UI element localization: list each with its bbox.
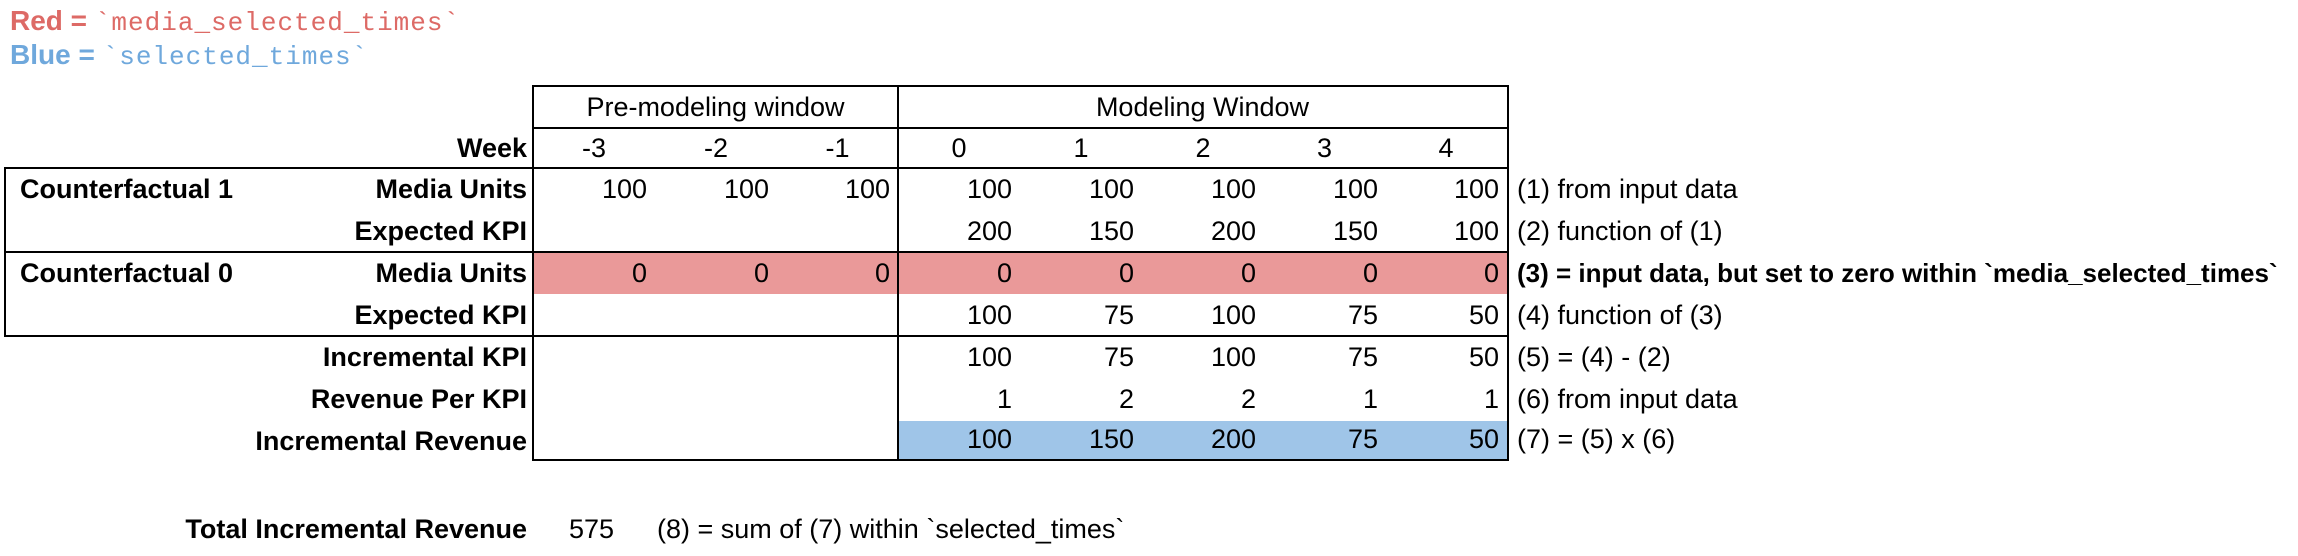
annotation-6: (6) from input data	[1517, 384, 1738, 414]
annotation-3: (3) = input data, but set to zero within…	[1517, 258, 2278, 288]
annotation-2: (2) function of (1)	[1517, 216, 1723, 246]
table-cell: 75	[1347, 300, 1378, 330]
legend-blue-code: `selected_times`	[102, 42, 369, 72]
week-row-label: Week	[456, 133, 527, 163]
week-header: 0	[951, 133, 967, 163]
table-cell: 100	[1453, 174, 1499, 204]
table-border	[4, 335, 1509, 337]
table-cell: 100	[1210, 300, 1256, 330]
table-cell: 150	[1088, 424, 1134, 454]
total-incremental-revenue-label: Total Incremental Revenue	[185, 514, 527, 544]
table-cell: 100	[1210, 174, 1256, 204]
table-cell: 0	[874, 258, 890, 288]
table-border	[897, 85, 899, 461]
table-border	[4, 167, 1509, 169]
table-border	[4, 251, 1509, 253]
row-label-incremental-kpi: Incremental KPI	[322, 342, 527, 372]
annotation-8: (8) = sum of (7) within `selected_times`	[657, 514, 1125, 544]
red-highlight-band	[534, 253, 1507, 294]
table-border	[1507, 85, 1509, 461]
table-cell: 100	[723, 174, 769, 204]
annotation-1: (1) from input data	[1517, 174, 1738, 204]
table-cell: 100	[966, 174, 1012, 204]
row-label-media-units-1: Media Units	[375, 174, 527, 204]
table-cell: 75	[1103, 300, 1134, 330]
table-cell: 100	[601, 174, 647, 204]
table-cell: 200	[1210, 424, 1256, 454]
legend-red-label: Red	[10, 5, 63, 36]
total-incremental-revenue-value: 575	[568, 514, 614, 544]
table-cell: 200	[1210, 216, 1256, 246]
table-cell: 100	[1210, 342, 1256, 372]
week-header: 1	[1073, 133, 1089, 163]
table-cell: 100	[844, 174, 890, 204]
week-header: -1	[825, 133, 850, 163]
table-cell: 75	[1103, 342, 1134, 372]
row-label-incremental-revenue: Incremental Revenue	[255, 426, 527, 456]
row-label-expected-kpi-0: Expected KPI	[354, 300, 527, 330]
table-border	[4, 167, 6, 337]
week-header: 4	[1438, 133, 1454, 163]
row-label-media-units-0: Media Units	[375, 258, 527, 288]
week-header: 3	[1316, 133, 1333, 163]
legend-red-code: `media_selected_times`	[94, 8, 461, 38]
blue-highlight-band	[899, 421, 1507, 459]
table-cell: 100	[1088, 174, 1134, 204]
counterfactual-1-label: Counterfactual 1	[20, 174, 234, 204]
table-cell: 2	[1118, 384, 1134, 414]
legend-blue-label: Blue	[10, 39, 71, 70]
table-cell: 100	[1332, 174, 1378, 204]
table-cell: 200	[966, 216, 1012, 246]
pre-modeling-window-header: Pre-modeling window	[586, 92, 845, 122]
table-cell: 0	[753, 258, 769, 288]
table-cell: 100	[966, 342, 1012, 372]
legend-blue-equals: =	[70, 39, 103, 70]
table-cell: 150	[1332, 216, 1378, 246]
table-cell: 100	[1453, 216, 1499, 246]
table-border	[532, 127, 1509, 129]
counterfactual-0-label: Counterfactual 0	[20, 258, 234, 288]
modeling-window-header: Modeling Window	[1095, 92, 1310, 122]
table-cell: 75	[1347, 424, 1378, 454]
table-cell: 50	[1468, 300, 1499, 330]
table-border	[532, 459, 1509, 461]
table-cell: 75	[1347, 342, 1378, 372]
week-header: -3	[581, 133, 606, 163]
table-border	[532, 85, 534, 461]
week-header: -2	[703, 133, 728, 163]
annotation-4: (4) function of (3)	[1517, 300, 1723, 330]
table-cell: 100	[966, 424, 1012, 454]
row-label-expected-kpi-1: Expected KPI	[354, 216, 527, 246]
table-cell: 100	[966, 300, 1012, 330]
annotation-5: (5) = (4) - (2)	[1517, 342, 1671, 372]
table-cell: 0	[1118, 258, 1134, 288]
table-cell: 1	[1483, 384, 1499, 414]
table-cell: 0	[1483, 258, 1499, 288]
table-cell: 0	[1240, 258, 1256, 288]
table-cell: 1	[996, 384, 1012, 414]
table-border	[532, 85, 1509, 87]
annotation-7: (7) = (5) x (6)	[1517, 424, 1676, 454]
table-cell: 50	[1468, 342, 1499, 372]
legend-blue: Blue = `selected_times`	[10, 38, 368, 72]
legend-red: Red = `media_selected_times`	[10, 4, 460, 38]
legend-red-equals: =	[62, 5, 95, 36]
table-cell: 1	[1362, 384, 1378, 414]
table-cell: 2	[1240, 384, 1256, 414]
week-header: 2	[1195, 133, 1211, 163]
table-cell: 50	[1468, 424, 1499, 454]
table-cell: 0	[631, 258, 647, 288]
table-cell: 0	[1362, 258, 1378, 288]
row-label-revenue-per-kpi: Revenue Per KPI	[310, 384, 527, 414]
table-cell: 0	[996, 258, 1012, 288]
table-cell: 150	[1088, 216, 1134, 246]
